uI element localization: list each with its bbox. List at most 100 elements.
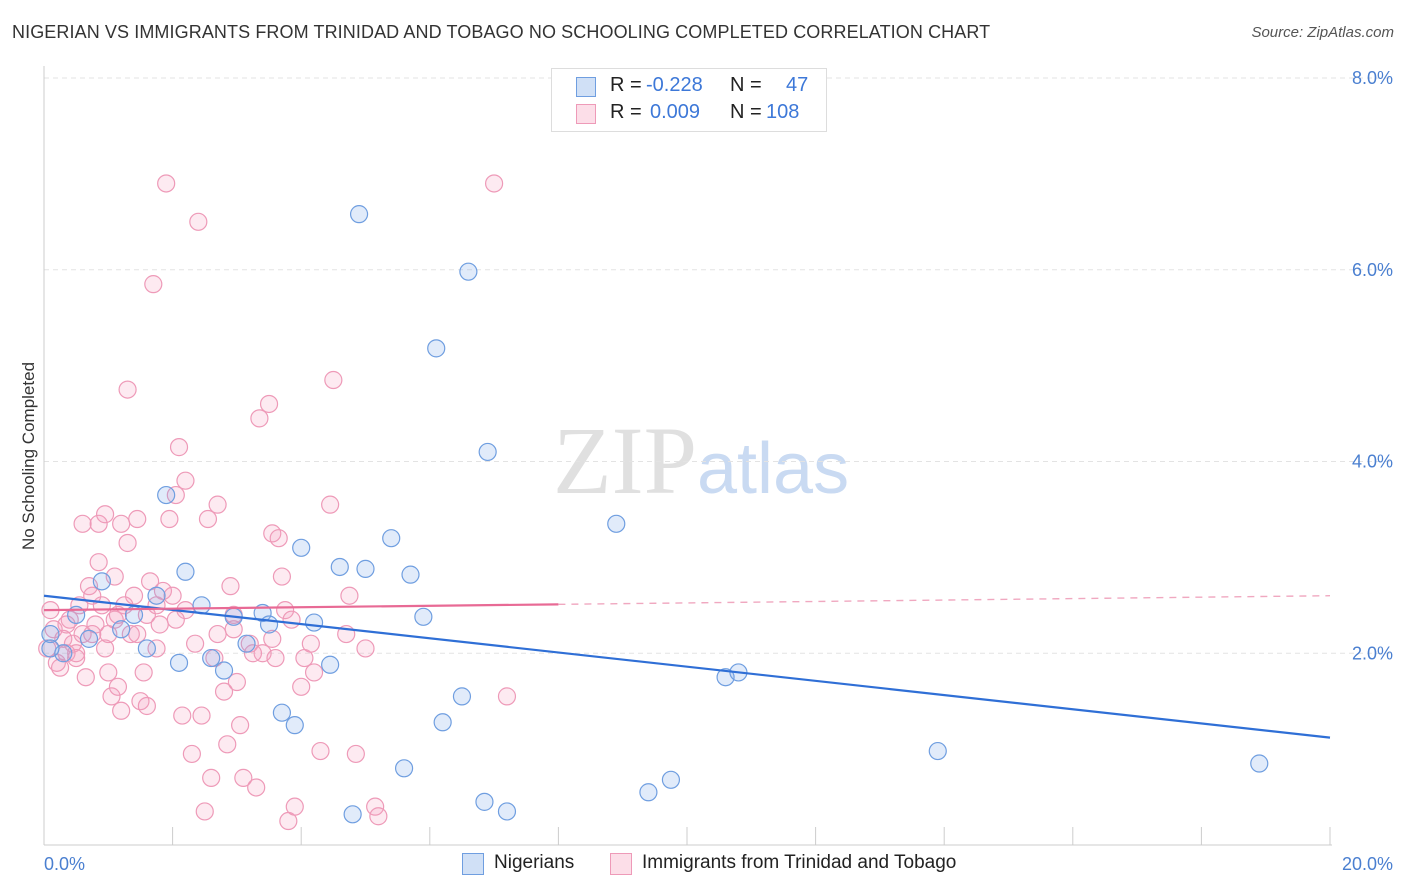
- data-point: [163, 586, 182, 605]
- data-point: [92, 572, 111, 591]
- legend-swatch-pink: [576, 104, 596, 124]
- data-point: [292, 538, 311, 557]
- watermark-atlas: atlas: [697, 429, 850, 509]
- data-point: [118, 533, 137, 553]
- data-point: [227, 672, 246, 692]
- data-point: [147, 639, 166, 658]
- data-point: [157, 485, 176, 505]
- data-point: [57, 615, 76, 634]
- data-point: [128, 509, 147, 529]
- legend-label: Immigrants from Trinidad and Tobago: [642, 852, 957, 873]
- y-axis-label: No Schooling Completed: [19, 362, 38, 550]
- data-point: [485, 174, 504, 193]
- data-point: [186, 634, 205, 653]
- data-point: [311, 741, 330, 761]
- data-point: [427, 339, 446, 358]
- n-value: 47: [786, 74, 809, 96]
- data-point: [105, 610, 124, 629]
- data-point: [157, 174, 176, 193]
- data-point: [259, 394, 279, 414]
- series-nigerians: [41, 205, 1269, 824]
- data-point: [89, 553, 108, 572]
- data-point: [243, 644, 263, 663]
- data-point: [304, 663, 324, 682]
- data-point: [394, 759, 414, 778]
- data-point: [166, 610, 185, 629]
- data-point: [41, 624, 60, 644]
- data-point: [79, 629, 99, 648]
- data-point: [356, 639, 375, 658]
- data-point: [76, 668, 95, 687]
- data-point: [189, 212, 208, 231]
- data-point: [108, 605, 128, 625]
- data-point: [134, 663, 153, 682]
- data-point: [218, 735, 237, 754]
- data-point: [247, 778, 266, 797]
- data-point: [272, 703, 292, 722]
- data-point: [324, 370, 343, 390]
- data-point: [478, 442, 497, 462]
- data-point: [276, 601, 295, 620]
- data-point: [269, 529, 288, 548]
- data-point: [176, 471, 195, 490]
- data-point: [192, 706, 211, 725]
- data-point: [50, 658, 70, 677]
- data-point: [285, 797, 304, 816]
- trend-line: [43, 594, 1331, 739]
- data-point: [607, 514, 626, 533]
- legend-label: Nigerians: [494, 852, 575, 873]
- data-point: [208, 624, 227, 644]
- data-point: [83, 624, 102, 644]
- data-point: [285, 716, 304, 735]
- data-point: [166, 485, 185, 505]
- data-point: [414, 607, 433, 626]
- r-value: -0.228: [646, 74, 703, 96]
- data-point: [497, 802, 517, 821]
- data-point: [173, 706, 192, 725]
- data-point: [340, 586, 359, 605]
- watermark-zip: ZIP: [553, 407, 697, 514]
- trend-line-extension: [558, 595, 1331, 606]
- data-point: [214, 661, 234, 680]
- series-legend: Nigerians Immigrants from Trinidad and T…: [0, 852, 1406, 878]
- data-point: [292, 677, 311, 696]
- data-point: [192, 596, 211, 615]
- data-point: [475, 792, 494, 811]
- x-tick-label: 20.0%: [1342, 854, 1393, 874]
- data-point: [124, 586, 144, 605]
- data-point: [89, 514, 108, 533]
- data-point: [147, 586, 166, 605]
- data-point: [401, 565, 420, 584]
- r-label: R =: [610, 74, 642, 96]
- source-label: Source: ZipAtlas.com: [1251, 24, 1394, 41]
- data-point: [349, 205, 369, 224]
- data-point: [137, 696, 156, 716]
- data-point: [272, 567, 292, 586]
- data-point: [321, 495, 340, 514]
- data-point: [231, 716, 250, 735]
- data-point: [102, 687, 121, 706]
- data-point: [356, 559, 375, 578]
- data-point: [202, 648, 221, 668]
- data-point: [221, 577, 240, 596]
- data-point: [497, 687, 517, 706]
- data-point: [433, 713, 452, 732]
- data-point: [182, 744, 201, 764]
- data-point: [112, 514, 131, 533]
- data-point: [343, 805, 362, 824]
- data-point: [169, 438, 189, 457]
- data-point: [282, 610, 301, 629]
- data-point: [195, 802, 214, 821]
- data-point: [92, 596, 111, 615]
- data-point: [41, 639, 60, 658]
- r-value: 0.009: [650, 101, 701, 123]
- stats-legend: R = -0.228 N = 47 R = 0.009 N = 108: [551, 68, 827, 132]
- data-point: [176, 562, 195, 581]
- data-point: [369, 807, 388, 826]
- data-point: [263, 629, 282, 648]
- data-point: [95, 505, 115, 524]
- data-point: [250, 409, 269, 428]
- trend-lines: [43, 594, 1331, 739]
- data-point: [1250, 754, 1269, 773]
- data-point: [108, 677, 128, 696]
